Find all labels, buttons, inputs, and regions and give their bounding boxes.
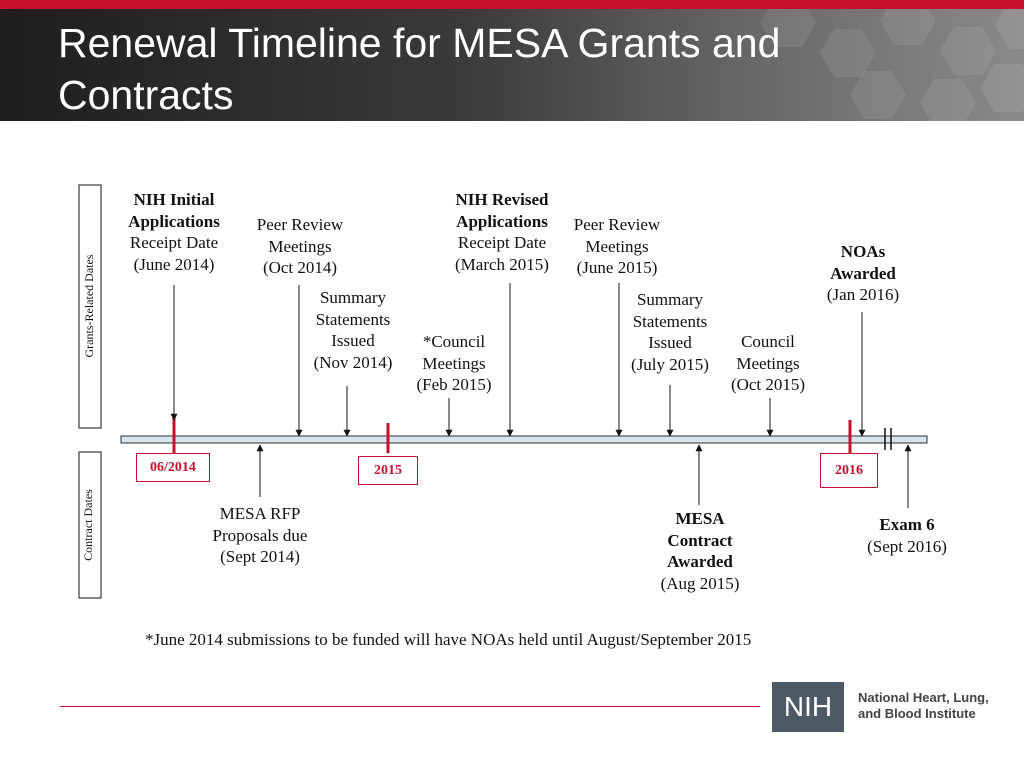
event-label-line: MESA <box>675 509 725 528</box>
slide-title: Renewal Timeline for MESA Grants and Con… <box>58 20 781 118</box>
event-label-line: Statements <box>632 311 708 331</box>
event-label-line: Council <box>741 332 795 351</box>
event-label-line: Exam 6 <box>879 515 935 534</box>
event-label-line: Meetings <box>268 236 332 256</box>
event-label-line: (Feb 2015) <box>416 375 492 394</box>
event-label-line: (Oct 2015) <box>730 375 806 394</box>
event-label-mesa-rfp: MESA RFP Proposals due (Sept 2014) <box>196 503 324 568</box>
event-label-line: Peer Review <box>256 215 344 234</box>
event-label-noas-awarded: NOAs Awarded (Jan 2016) <box>812 241 914 306</box>
event-label-line: (March 2015) <box>455 254 549 274</box>
event-label-line: NIH Revised <box>455 190 549 209</box>
event-label-line: Awarded <box>830 263 896 283</box>
event-label-line: NIH Initial <box>133 190 215 209</box>
event-label-exam-6: Exam 6 (Sept 2016) <box>850 514 964 557</box>
grants-section-box <box>78 184 102 429</box>
event-label-mesa-contract-awarded: MESA Contract Awarded (Aug 2015) <box>644 508 756 594</box>
institute-name-line: National Heart, Lung, <box>858 690 989 705</box>
year-marker-2014: 06/2014 <box>136 453 210 482</box>
event-label-council-feb-2015: *Council Meetings (Feb 2015) <box>404 331 504 396</box>
event-label-line: Applications <box>128 211 220 231</box>
event-label-council-oct-2015: Council Meetings (Oct 2015) <box>718 331 818 396</box>
slide-header: Renewal Timeline for MESA Grants and Con… <box>0 9 1024 121</box>
footnote: *June 2014 submissions to be funded will… <box>145 630 752 649</box>
event-label-line: Issued <box>331 331 375 350</box>
event-label-initial-applications: NIH Initial Applications Receipt Date (June… <box>112 189 236 275</box>
event-label-line: Statements <box>315 309 391 329</box>
grants-section-label: Grants-Related Dates <box>82 254 96 358</box>
timeline-bar <box>120 435 928 444</box>
event-label-line: Contract <box>667 530 733 550</box>
event-label-peer-review-june-2015: Peer Review Meetings (June 2015) <box>560 214 674 279</box>
event-label-line: NOAs <box>840 242 886 261</box>
event-label-line: Receipt Date <box>129 233 219 252</box>
event-label-line: MESA RFP <box>219 504 301 523</box>
year-marker-2016: 2016 <box>820 453 878 488</box>
event-label-line: (Sept 2016) <box>867 536 947 556</box>
event-label-line: Meetings <box>585 236 649 256</box>
event-label-line: Meetings <box>736 353 800 373</box>
event-label-line: (June 2015) <box>576 258 658 277</box>
event-label-line: (June 2014) <box>133 254 215 274</box>
institute-name-line: and Blood Institute <box>858 706 976 721</box>
event-label-line: (Jan 2016) <box>826 285 900 304</box>
footer-rule <box>60 706 760 707</box>
event-label-line: (Aug 2015) <box>660 573 740 593</box>
event-label-line: *Council <box>422 332 486 351</box>
contracts-section-box <box>78 451 102 599</box>
event-label-line: (July 2015) <box>631 354 709 374</box>
year-marker-2015: 2015 <box>358 456 418 485</box>
event-label-line: Meetings <box>422 353 486 373</box>
event-label-line: Summary <box>319 288 387 307</box>
nih-logo: NIH <box>772 682 844 732</box>
event-label-summary-statements-july-2015: Summary Statements Issued (July 2015) <box>616 289 724 375</box>
event-label-line: (Sept 2014) <box>220 547 300 566</box>
event-label-line: Peer Review <box>573 215 661 234</box>
institute-name: National Heart, Lung, and Blood Institut… <box>858 690 989 722</box>
event-label-line: (Oct 2014) <box>262 258 338 277</box>
event-label-peer-review-oct-2014: Peer Review Meetings (Oct 2014) <box>240 214 360 279</box>
event-label-line: Summary <box>636 290 704 309</box>
event-label-revised-applications: NIH Revised Applications Receipt Date (Marc… <box>442 189 562 275</box>
event-label-line: Proposals due <box>212 525 308 545</box>
contracts-section-label: Contract Dates <box>81 489 95 561</box>
event-label-summary-statements-nov-2014: Summary Statements Issued (Nov 2014) <box>298 287 408 373</box>
event-label-line: (Nov 2014) <box>313 352 393 372</box>
event-label-line: Awarded <box>667 552 733 571</box>
top-accent-bar <box>0 0 1024 9</box>
event-label-line: Receipt Date <box>457 233 547 252</box>
event-label-line: Issued <box>648 333 692 352</box>
event-label-line: Applications <box>456 211 548 231</box>
